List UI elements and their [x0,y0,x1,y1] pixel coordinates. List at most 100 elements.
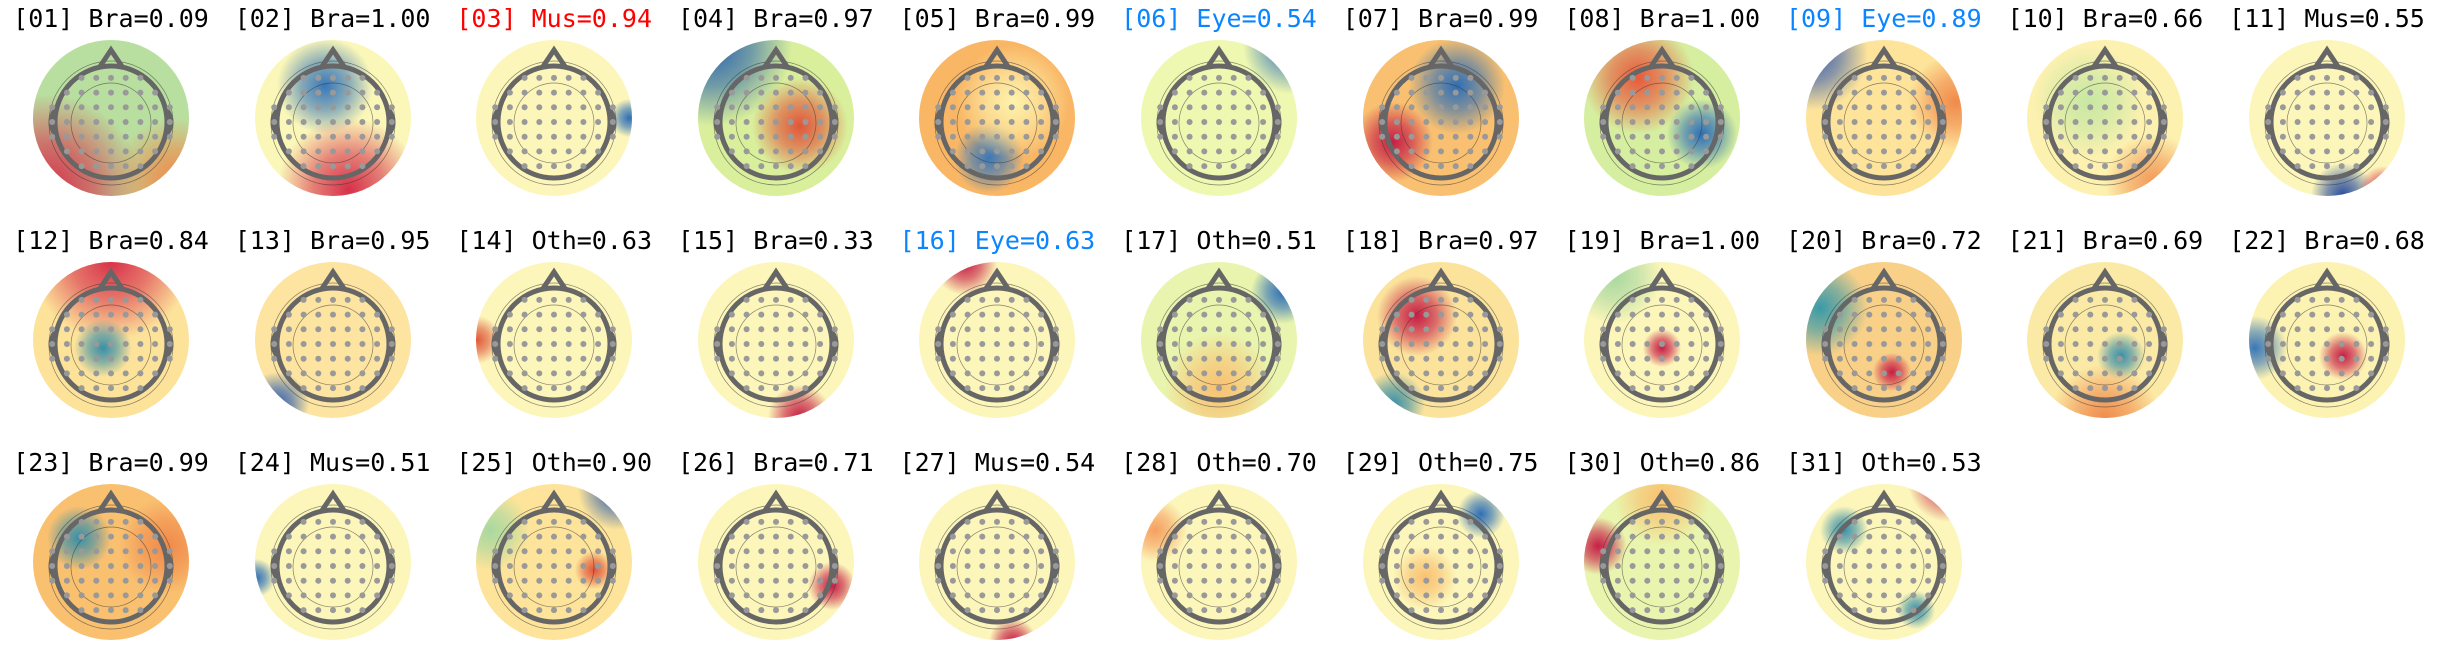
electrode [2368,311,2375,318]
electrode [1703,104,1710,111]
component-24[interactable]: [24] Mus=0.51 [222,444,444,666]
electrode [93,296,100,303]
electrode [979,163,986,170]
component-9[interactable]: [09] Eye=0.89 [1773,0,1995,222]
component-3[interactable]: [03] Mus=0.94 [443,0,665,222]
component-27[interactable]: [27] Mus=0.54 [886,444,1108,666]
electrode [1629,119,1636,125]
electrode [358,577,365,584]
electrode [314,370,321,377]
component-13[interactable]: [13] Bra=0.95 [222,222,444,444]
electrode [551,341,558,347]
electrode [1186,148,1193,155]
electrode [2338,311,2345,318]
electrode [595,355,602,362]
electrode [1260,355,1267,362]
electrode [1452,577,1459,584]
electrode [979,592,986,599]
component-19[interactable]: [19] Bra=1.00 [1551,222,1773,444]
electrode [1038,119,1045,125]
electrode [1910,385,1917,392]
electrode [964,296,971,303]
electrode [728,592,735,599]
electrode [2294,385,2301,392]
electrode [1703,326,1710,333]
electrode [300,296,307,303]
electrode [358,119,365,125]
component-12[interactable]: [12] Bra=0.84 [0,222,222,444]
electrode [1851,518,1858,525]
component-18[interactable]: [18] Bra=0.97 [1330,222,1552,444]
component-20[interactable]: [20] Bra=0.72 [1773,222,1995,444]
electrode [2131,385,2138,392]
component-8[interactable]: [08] Bra=1.00 [1551,0,1773,222]
electrode [63,119,70,125]
component-25[interactable]: [25] Oth=0.90 [443,444,665,666]
electrode [1466,148,1473,155]
electrode [1452,311,1459,318]
electrode [2309,326,2316,333]
component-21[interactable]: [21] Bra=0.69 [1994,222,2216,444]
electrode [816,548,823,555]
electrode [285,119,292,125]
component-15[interactable]: [15] Bra=0.33 [665,222,887,444]
component-7[interactable]: [07] Bra=0.99 [1330,0,1552,222]
electrode [122,548,129,555]
electrode [1629,74,1636,81]
component-10[interactable]: [10] Bra=0.66 [1994,0,2216,222]
component-28[interactable]: [28] Oth=0.70 [1108,444,1330,666]
component-16[interactable]: [16] Eye=0.63 [886,222,1108,444]
component-29[interactable]: [29] Oth=0.75 [1330,444,1552,666]
electrode [1274,119,1281,125]
electrode [373,592,380,599]
component-1[interactable]: [01] Bra=0.09 [0,0,222,222]
electrode [137,577,144,584]
component-5[interactable]: [05] Bra=0.99 [886,0,1108,222]
electrode [1157,119,1164,125]
component-23[interactable]: [23] Bra=0.99 [0,444,222,666]
topomap [1584,40,1741,196]
electrode [565,119,572,125]
electrode [329,341,336,347]
electrode [743,148,750,155]
electrode [994,163,1001,170]
component-30[interactable]: [30] Oth=0.86 [1551,444,1773,666]
electrode [565,326,572,333]
electrode [358,563,365,569]
electrode [108,104,114,111]
electrode [137,311,144,318]
electrode [1437,563,1444,569]
component-2[interactable]: [02] Bra=1.00 [222,0,444,222]
electrode [1851,577,1858,584]
component-26[interactable]: [26] Bra=0.71 [665,444,887,666]
electrode [935,326,942,333]
component-11[interactable]: [11] Mus=0.55 [2216,0,2438,222]
component-14[interactable]: [14] Oth=0.63 [443,222,665,444]
component-22[interactable]: [22] Bra=0.68 [2216,222,2438,444]
electrode [964,104,971,111]
component-6[interactable]: [06] Eye=0.54 [1108,0,1330,222]
electrode [1260,326,1267,333]
electrode [108,119,114,125]
electrode [1437,326,1444,333]
electrode [1437,355,1444,362]
electrode [1895,163,1902,170]
component-17[interactable]: [17] Oth=0.51 [1108,222,1330,444]
electrode [1673,607,1680,614]
electrode [270,563,277,569]
electrode [772,533,779,540]
electrode [1466,74,1473,81]
electrode [787,385,794,392]
electrode [344,548,351,555]
electrode [1481,148,1488,155]
electrode [1659,311,1666,318]
component-31[interactable]: [31] Oth=0.53 [1773,444,1995,666]
electrode [329,385,336,392]
component-4[interactable]: [04] Bra=0.97 [665,0,887,222]
electrode [2265,133,2272,140]
electrode [358,385,365,392]
electrode [802,133,809,140]
electrode [1924,341,1931,347]
electrode [1230,133,1237,140]
electrode [78,533,85,540]
